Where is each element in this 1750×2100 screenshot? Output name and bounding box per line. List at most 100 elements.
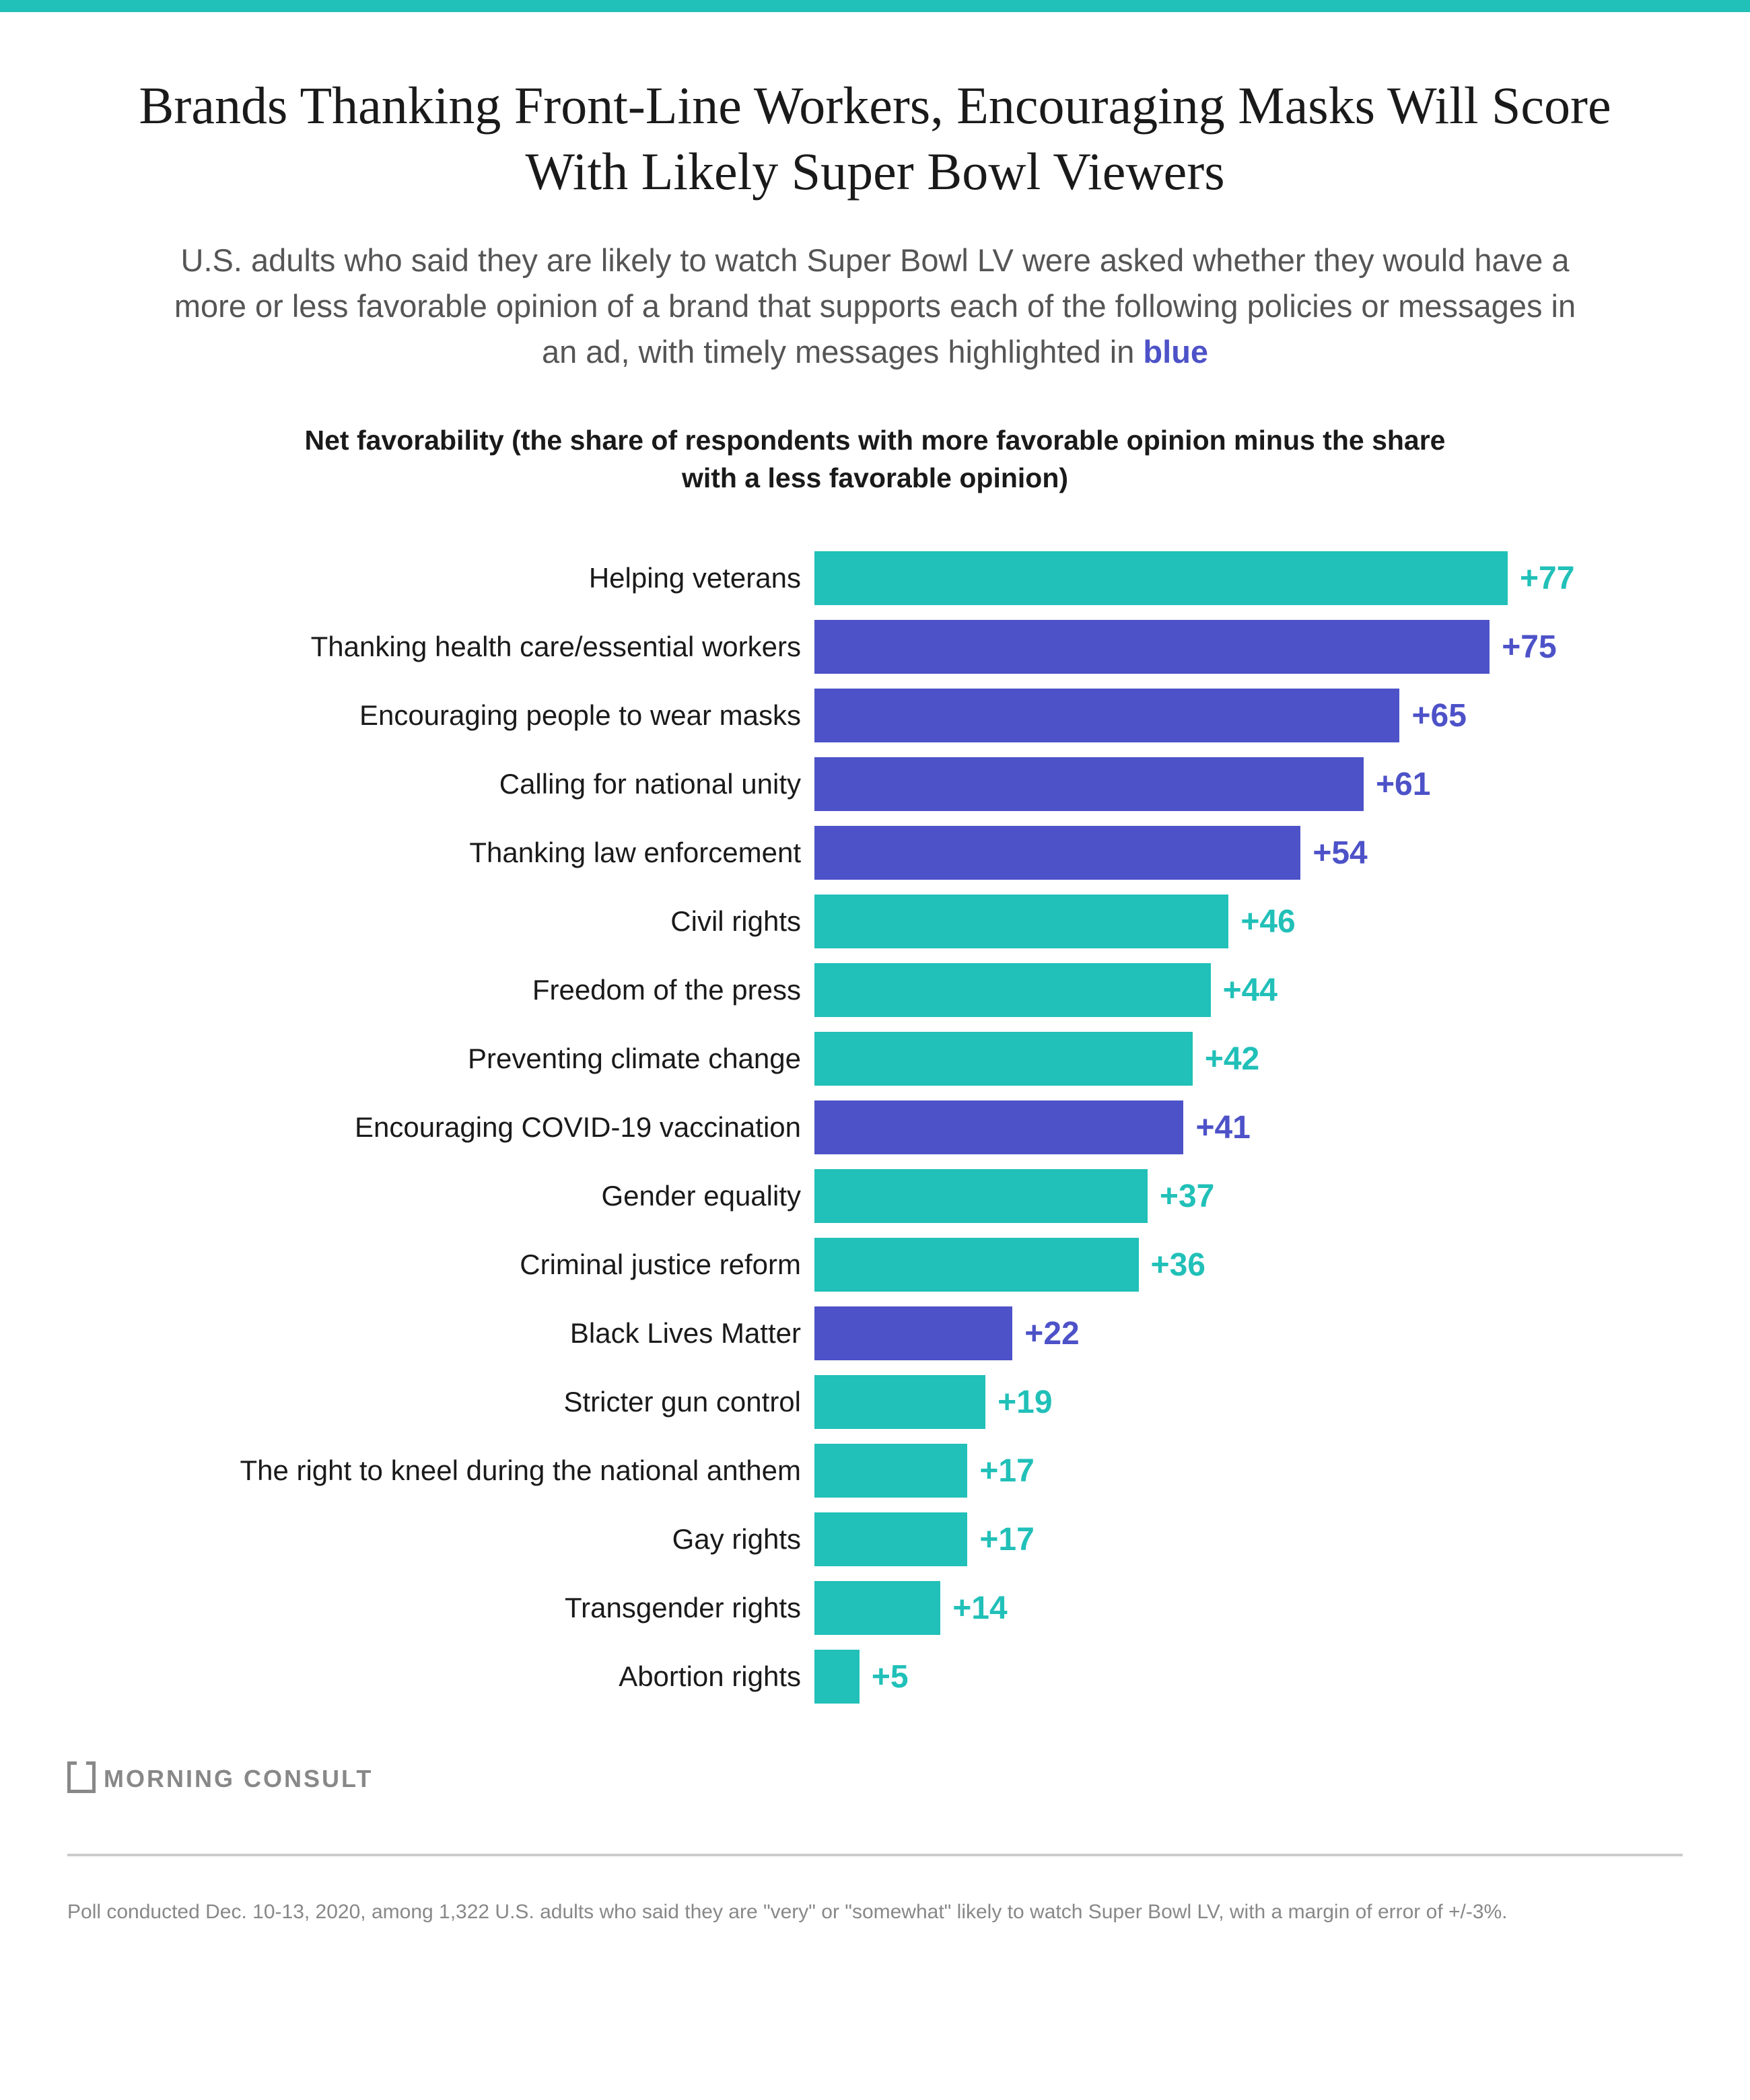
chart-area: Net favorability (the share of responden…: [94, 422, 1656, 1711]
bar-fill: [814, 1444, 967, 1498]
bar-row: Helping veterans +77: [135, 544, 1615, 612]
bar-track: +36: [814, 1238, 1615, 1292]
bar-value: +41: [1195, 1109, 1250, 1146]
bar-value: +36: [1151, 1247, 1205, 1284]
bar-value: +54: [1312, 835, 1367, 872]
bar-row: Black Lives Matter +22: [135, 1299, 1615, 1368]
chart-metric-title: Net favorability (the share of responden…: [303, 422, 1447, 497]
bar-row: Thanking law enforcement +54: [135, 818, 1615, 887]
bar-label: Civil rights: [135, 905, 814, 938]
bar-value: +37: [1160, 1178, 1214, 1215]
bar-fill: [814, 1375, 985, 1429]
bar-fill: [814, 1512, 967, 1566]
bar-track: +44: [814, 963, 1615, 1017]
bar-value: +65: [1411, 697, 1466, 734]
bar-track: +17: [814, 1512, 1615, 1566]
bar-label: Abortion rights: [135, 1660, 814, 1693]
bar-label: Calling for national unity: [135, 768, 814, 800]
bar-label: Encouraging people to wear masks: [135, 699, 814, 732]
bar-value: +19: [998, 1384, 1052, 1421]
bar-chart: Helping veterans +77 Thanking health care/…: [135, 544, 1615, 1711]
bar-fill: [814, 1238, 1139, 1292]
bar-value: +14: [952, 1590, 1007, 1627]
bar-fill: [814, 963, 1211, 1017]
bar-fill: [814, 1581, 940, 1635]
bar-value: +46: [1240, 903, 1295, 940]
bar-value: +17: [979, 1521, 1034, 1558]
bar-value: +42: [1205, 1041, 1259, 1078]
bar-track: +42: [814, 1032, 1615, 1086]
bar-track: +19: [814, 1375, 1615, 1429]
footer-divider: [67, 1854, 1683, 1877]
top-accent-bar: [0, 0, 1750, 12]
main-container: Brands Thanking Front-Line Workers, Enco…: [0, 12, 1750, 1711]
bar-fill: [814, 826, 1300, 880]
bar-fill: [814, 620, 1490, 674]
bar-label: Thanking law enforcement: [135, 837, 814, 869]
bar-label: Criminal justice reform: [135, 1249, 814, 1281]
bar-fill: [814, 1032, 1193, 1086]
bar-row: Gender equality +37: [135, 1162, 1615, 1230]
bar-track: +77: [814, 551, 1615, 605]
bar-track: +5: [814, 1650, 1615, 1704]
bar-row: Gay rights +17: [135, 1505, 1615, 1574]
bar-fill: [814, 1169, 1148, 1223]
bar-row: Stricter gun control +19: [135, 1368, 1615, 1436]
bar-track: +37: [814, 1169, 1615, 1223]
bar-value: +17: [979, 1452, 1034, 1490]
bar-label: Helping veterans: [135, 562, 814, 594]
bar-label: Encouraging COVID-19 vaccination: [135, 1111, 814, 1144]
bar-row: Freedom of the press +44: [135, 956, 1615, 1024]
bar-value: +77: [1520, 560, 1574, 597]
bar-fill: [814, 551, 1508, 605]
bar-row: Encouraging COVID-19 vaccination +41: [135, 1093, 1615, 1162]
bar-row: Thanking health care/essential workers +7…: [135, 612, 1615, 681]
bar-fill: [814, 1100, 1183, 1154]
bar-fill: [814, 895, 1228, 948]
subtitle-blue-word: blue: [1143, 334, 1208, 370]
bar-fill: [814, 757, 1364, 811]
bar-row: Transgender rights +14: [135, 1574, 1615, 1642]
logo-text: MORNING CONSULT: [104, 1765, 373, 1793]
bar-track: +65: [814, 689, 1615, 742]
bar-label: Thanking health care/essential workers: [135, 631, 814, 663]
bar-label: Preventing climate change: [135, 1043, 814, 1075]
bar-row: Abortion rights +5: [135, 1642, 1615, 1711]
bar-label: Stricter gun control: [135, 1386, 814, 1418]
bar-track: +14: [814, 1581, 1615, 1635]
bar-label: Gay rights: [135, 1523, 814, 1555]
bar-value: +61: [1376, 766, 1430, 803]
bar-row: Encouraging people to wear masks +65: [135, 681, 1615, 750]
chart-headline: Brands Thanking Front-Line Workers, Enco…: [94, 73, 1656, 204]
bar-track: +54: [814, 826, 1615, 880]
bar-row: Civil rights +46: [135, 887, 1615, 956]
bar-track: +75: [814, 620, 1615, 674]
chart-subtitle: U.S. adults who said they are likely to …: [168, 238, 1582, 375]
bar-row: Calling for national unity +61: [135, 750, 1615, 818]
bar-label: The right to kneel during the national a…: [135, 1455, 814, 1487]
bar-fill: [814, 1306, 1012, 1360]
bar-value: +22: [1024, 1315, 1079, 1352]
bar-row: Preventing climate change +42: [135, 1024, 1615, 1093]
bar-value: +5: [872, 1658, 909, 1695]
bar-label: Freedom of the press: [135, 974, 814, 1006]
bar-fill: [814, 1650, 860, 1704]
bar-row: The right to kneel during the national a…: [135, 1436, 1615, 1505]
bar-track: +46: [814, 895, 1615, 948]
bar-row: Criminal justice reform +36: [135, 1230, 1615, 1299]
bar-value: +75: [1502, 629, 1556, 666]
bar-label: Black Lives Matter: [135, 1317, 814, 1350]
bar-track: +17: [814, 1444, 1615, 1498]
logo-mark-icon: [67, 1765, 96, 1793]
bar-label: Gender equality: [135, 1180, 814, 1212]
bar-track: +61: [814, 757, 1615, 811]
bar-label: Transgender rights: [135, 1592, 814, 1624]
bar-track: +22: [814, 1306, 1615, 1360]
subtitle-text: U.S. adults who said they are likely to …: [174, 242, 1576, 370]
bar-value: +44: [1223, 972, 1278, 1009]
morning-consult-logo: MORNING CONSULT: [67, 1765, 373, 1793]
logo-row: MORNING CONSULT: [0, 1765, 1750, 1793]
bar-track: +41: [814, 1100, 1615, 1154]
footnote-text: Poll conducted Dec. 10-13, 2020, among 1…: [0, 1877, 1750, 1927]
bar-fill: [814, 689, 1399, 742]
